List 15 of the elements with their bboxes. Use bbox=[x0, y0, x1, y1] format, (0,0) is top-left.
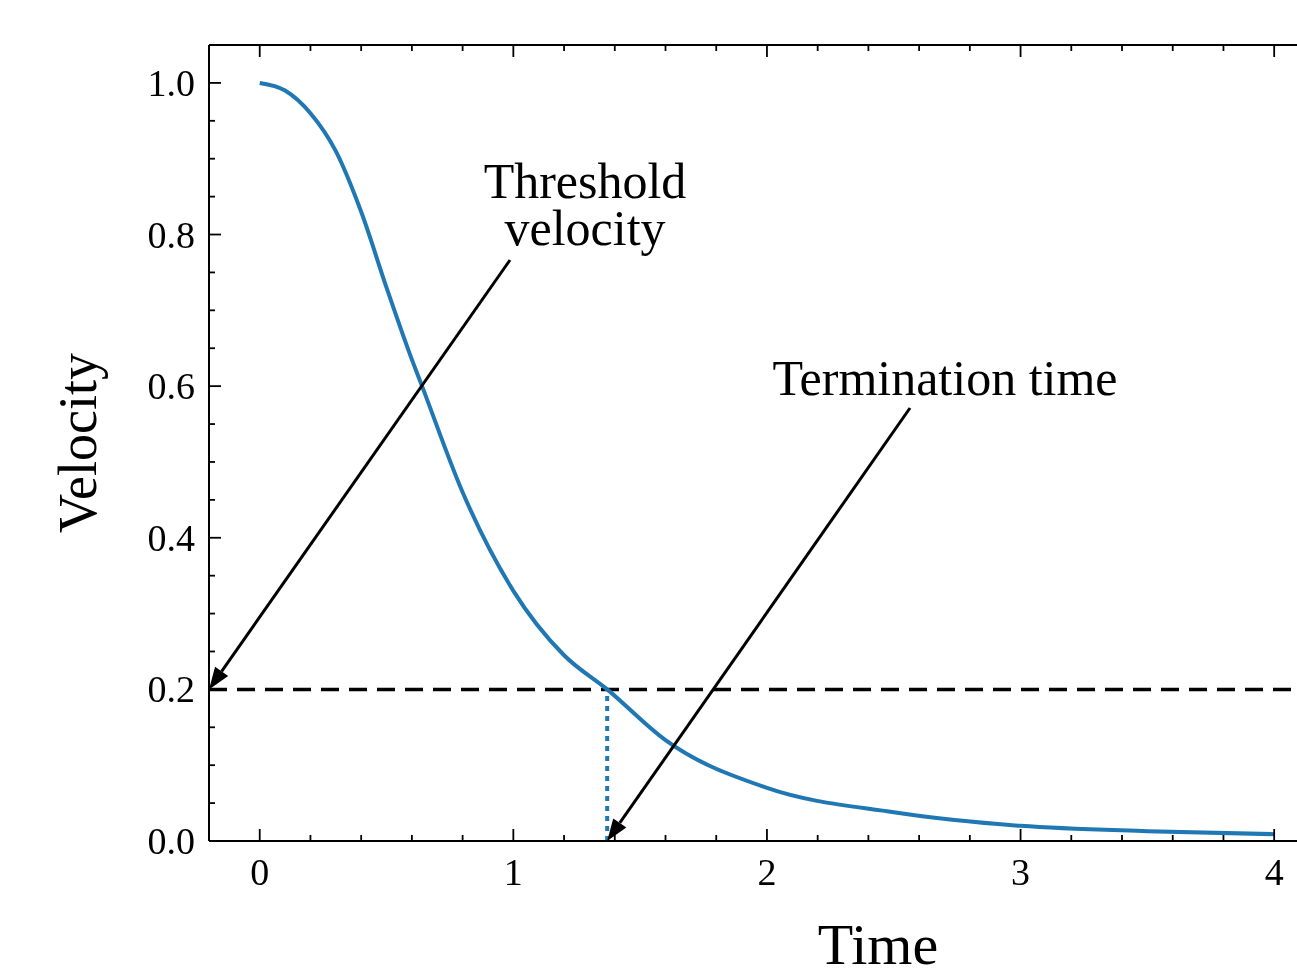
x-tick-label: 4 bbox=[1264, 851, 1284, 893]
x-tick-label: 0 bbox=[250, 851, 270, 893]
y-tick-label: 0.2 bbox=[147, 668, 195, 711]
y-tick-label: 0.6 bbox=[147, 365, 195, 408]
annotation: Threshold velocity bbox=[483, 153, 687, 256]
y-tick-label: 0.4 bbox=[147, 516, 195, 559]
y-tick-label: 0.0 bbox=[147, 820, 195, 862]
y-axis-title: Velocity bbox=[48, 353, 108, 533]
x-tick-label: 1 bbox=[503, 851, 523, 893]
y-tick-label: 1.0 bbox=[147, 61, 195, 104]
x-axis-title: Time bbox=[817, 912, 939, 970]
annotation: Termination time bbox=[772, 350, 1118, 406]
x-tick-label: 2 bbox=[757, 851, 777, 893]
y-tick-label: 0.8 bbox=[147, 213, 195, 256]
x-tick-label: 3 bbox=[1011, 851, 1031, 893]
